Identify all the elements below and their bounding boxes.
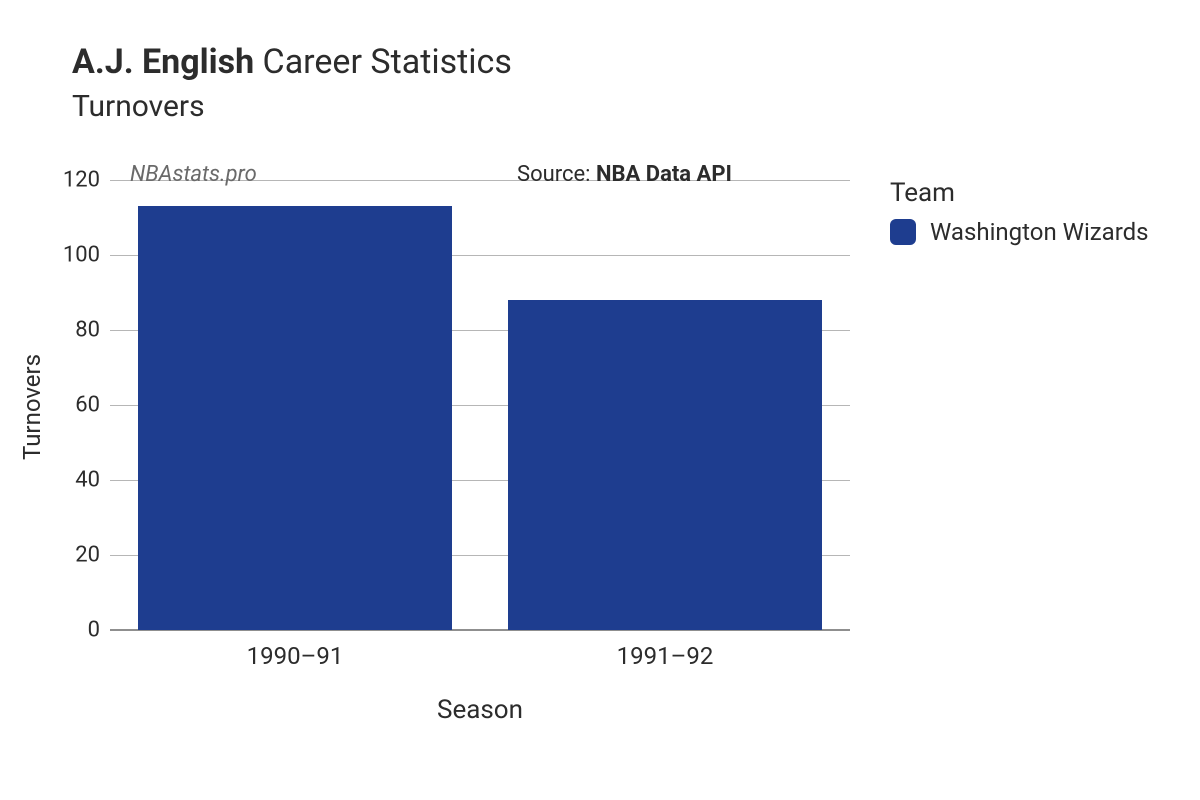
source-name: NBA Data API [596, 162, 732, 187]
y-tick-label: 60 [75, 393, 100, 418]
y-tick-label: 120 [63, 168, 100, 193]
bar [508, 300, 823, 630]
watermark-text: NBAstats.pro [130, 162, 257, 187]
y-tick-label: 20 [75, 543, 100, 568]
y-tick-label: 40 [75, 468, 100, 493]
legend-title: Team [890, 178, 1149, 208]
legend-swatch [890, 219, 916, 245]
y-tick-label: 80 [75, 318, 100, 343]
y-tick-label: 100 [63, 243, 100, 268]
legend-item: Washington Wizards [890, 218, 1149, 246]
title-rest: Career Statistics [254, 42, 512, 82]
x-tick-label: 1990–91 [247, 642, 344, 670]
chart-container: A.J. English Career Statistics Turnovers… [0, 0, 1200, 800]
x-axis-title: Season [437, 695, 523, 725]
x-tick-label: 1991–92 [617, 642, 714, 670]
plot-area: 0204060801001201990–911991–92 [110, 180, 850, 630]
legend: Team Washington Wizards [890, 178, 1149, 246]
title-block: A.J. English Career Statistics Turnovers [72, 42, 512, 124]
chart-subtitle: Turnovers [72, 89, 512, 124]
source-prefix: Source: [517, 162, 596, 187]
y-axis-title: Turnovers [18, 354, 46, 460]
y-tick-label: 0 [88, 618, 100, 643]
bar [138, 206, 453, 630]
source-attribution: Source: NBA Data API [517, 162, 732, 187]
legend-label: Washington Wizards [930, 218, 1149, 246]
title-player-name: A.J. English [72, 42, 254, 82]
chart-title: A.J. English Career Statistics [72, 42, 512, 83]
